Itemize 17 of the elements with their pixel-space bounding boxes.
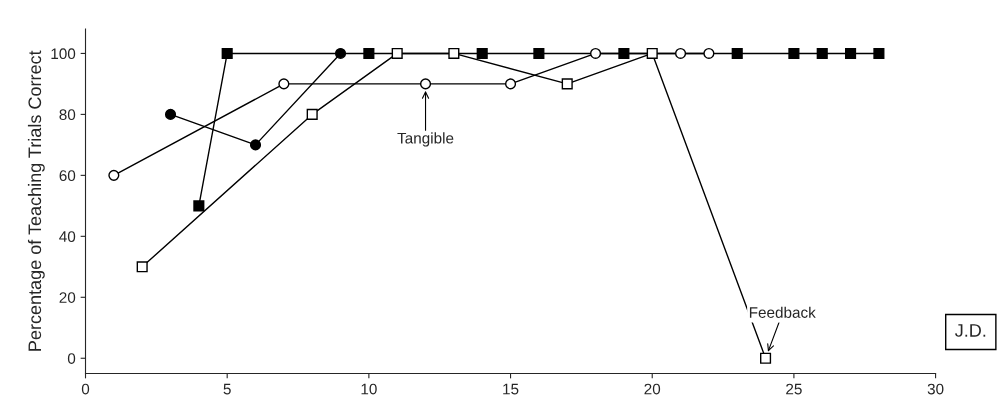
x-tick-label: 10 <box>361 383 377 395</box>
x-tick-label: 0 <box>81 383 90 395</box>
annotation: Feedback <box>749 306 816 318</box>
y-axis-title: Percentage of Teaching Trials Correct <box>27 50 45 351</box>
x-tick-label: 5 <box>223 383 231 395</box>
y-tick-label: 0 <box>67 353 76 364</box>
y-tick-label: 40 <box>59 231 76 243</box>
annotation: Tangible <box>397 132 454 147</box>
y-tick-label: 20 <box>59 292 76 303</box>
x-tick-label: 20 <box>644 383 661 395</box>
y-tick-label: 80 <box>59 109 76 121</box>
x-tick-label: 15 <box>503 383 519 395</box>
x-tick-label: 25 <box>786 383 802 395</box>
y-tick-label: 60 <box>59 170 76 182</box>
text: J.D. <box>955 324 986 337</box>
y-tick-label: 100 <box>51 48 76 60</box>
x-tick-label: 30 <box>927 383 944 395</box>
